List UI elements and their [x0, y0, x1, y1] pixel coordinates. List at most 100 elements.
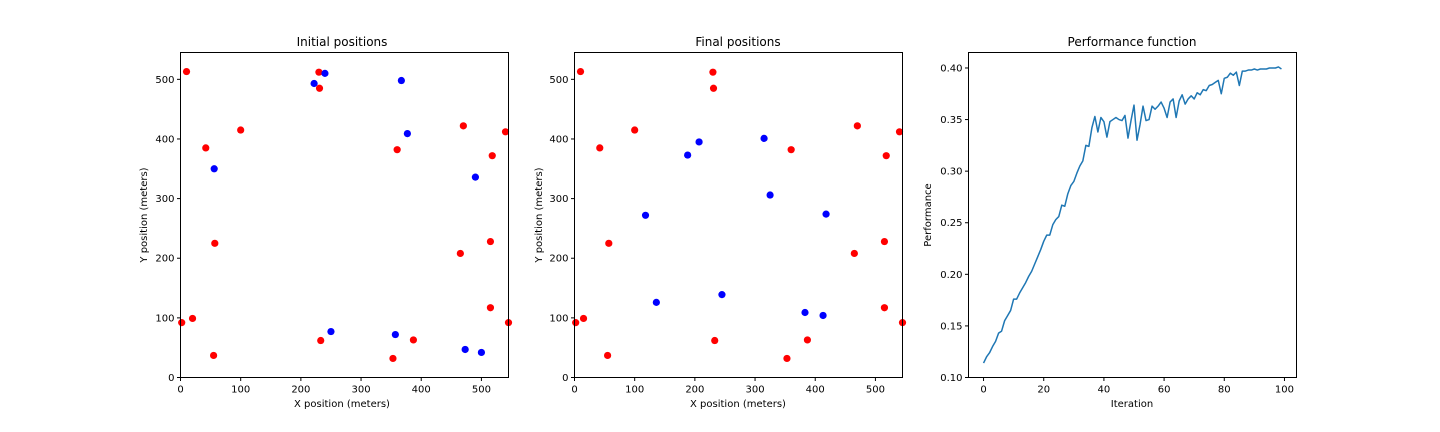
x-tick-label: 100 — [231, 385, 250, 396]
scatter-point — [501, 128, 510, 136]
scatter-point — [853, 122, 861, 130]
scatter-point — [403, 130, 411, 138]
x-tick-label: 0 — [571, 385, 577, 396]
y-tick-label: 400 — [155, 134, 174, 145]
x-tick-label: 500 — [866, 385, 885, 396]
y-tick-label: 300 — [549, 194, 568, 205]
y-tick-label: 0.25 — [940, 218, 962, 229]
scatter-point — [605, 239, 613, 247]
scatter-point — [315, 68, 323, 76]
scatter-point — [486, 237, 495, 246]
scatter-point — [631, 126, 639, 134]
scatter-point — [880, 237, 889, 246]
x-tick-label: 500 — [472, 385, 491, 396]
scatter-point — [684, 151, 692, 159]
scatter-point — [787, 146, 795, 154]
scatter-point — [709, 84, 718, 92]
x-tick-label: 300 — [746, 385, 765, 396]
scatter-point — [579, 314, 588, 323]
y-tick-label: 100 — [155, 313, 174, 324]
scatter-point — [210, 351, 218, 360]
y-tick-label: 500 — [155, 75, 174, 86]
scatter-point — [210, 165, 218, 173]
plot-frame — [574, 52, 903, 378]
scatter-point — [880, 304, 889, 312]
y-tick-label: 0.35 — [940, 115, 962, 126]
ticks-group: 0 20 40 60 80 100 0.10 0.15 0.20 0.25 0.30 0.35 0.40 — [940, 63, 1294, 395]
scatter-point — [327, 327, 335, 336]
y-tick-label: 0.15 — [940, 321, 962, 332]
scatter-point — [882, 152, 890, 160]
scatter-point — [711, 336, 719, 345]
ticks-group: 0 100 200 300 400 500 0 100 200 300 400 500 — [549, 75, 885, 396]
panel-title: Performance function — [1068, 35, 1197, 49]
y-tick-label: 0.30 — [940, 167, 962, 178]
scatter-point — [895, 128, 904, 136]
marks-group — [572, 67, 907, 363]
scatter-point — [409, 336, 418, 344]
scatter-point — [211, 239, 219, 247]
y-axis-label: Performance — [923, 183, 934, 246]
y-tick-label: 0 — [168, 373, 174, 384]
initial-positions-panel: Initial positions X position (meters) Y … — [139, 35, 513, 410]
x-tick-label: 200 — [685, 385, 704, 396]
scatter-point — [188, 314, 197, 323]
scatter-point — [321, 69, 329, 77]
y-tick-label: 300 — [155, 194, 174, 205]
y-tick-label: 0 — [562, 373, 568, 384]
x-axis-label: X position (meters) — [690, 399, 786, 410]
scatter-point — [604, 351, 612, 360]
y-axis-label: Y position (meters) — [534, 167, 545, 263]
x-tick-label: 40 — [1098, 385, 1111, 396]
x-tick-label: 400 — [412, 385, 431, 396]
scatter-point — [652, 298, 660, 306]
scatter-point — [822, 210, 830, 218]
scatter-point — [393, 146, 401, 154]
scatter-point — [310, 79, 318, 88]
x-axis-label: X position (meters) — [294, 399, 390, 410]
scatter-point — [397, 76, 405, 85]
y-tick-label: 0.20 — [940, 270, 962, 281]
scatter-point — [389, 354, 397, 363]
scatter-point — [391, 330, 399, 339]
ticks-group: 0 100 200 300 400 500 0 100 200 300 400 500 — [155, 75, 491, 396]
scatter-point — [471, 173, 479, 181]
scatter-point — [766, 191, 774, 199]
scatter-point — [459, 122, 467, 130]
performance-panel: Performance function Iteration Performan… — [923, 35, 1297, 410]
scatter-point — [315, 84, 324, 92]
scatter-point — [182, 67, 191, 76]
final-positions-panel: Final positions X position (meters) Y po… — [534, 35, 907, 410]
scatter-point — [576, 67, 585, 76]
panel-title: Initial positions — [297, 35, 388, 49]
scatter-point — [317, 336, 325, 345]
x-tick-label: 60 — [1158, 385, 1171, 396]
x-tick-label: 300 — [352, 385, 371, 396]
scatter-point — [709, 68, 717, 76]
scatter-point — [237, 126, 245, 134]
panel-title: Final positions — [695, 35, 780, 49]
x-tick-label: 400 — [806, 385, 825, 396]
scatter-point — [477, 348, 486, 357]
scatter-point — [488, 152, 496, 160]
scatter-point — [760, 134, 768, 142]
scatter-point — [819, 311, 827, 320]
scatter-point — [801, 308, 809, 317]
y-tick-label: 200 — [549, 254, 568, 265]
x-tick-label: 0 — [980, 385, 986, 396]
y-tick-label: 200 — [155, 254, 174, 265]
x-tick-label: 80 — [1218, 385, 1231, 396]
marks-group — [982, 66, 1282, 364]
x-tick-label: 100 — [625, 385, 644, 396]
scatter-point — [695, 138, 703, 146]
scatter-point — [783, 354, 791, 363]
x-tick-label: 100 — [1275, 385, 1294, 396]
x-tick-label: 200 — [291, 385, 310, 396]
y-axis-label: Y position (meters) — [139, 167, 150, 263]
y-tick-label: 0.40 — [940, 63, 962, 74]
scatter-point — [456, 249, 464, 258]
y-tick-label: 0.10 — [940, 373, 962, 384]
x-tick-label: 0 — [177, 385, 183, 396]
scatter-point — [461, 345, 469, 354]
